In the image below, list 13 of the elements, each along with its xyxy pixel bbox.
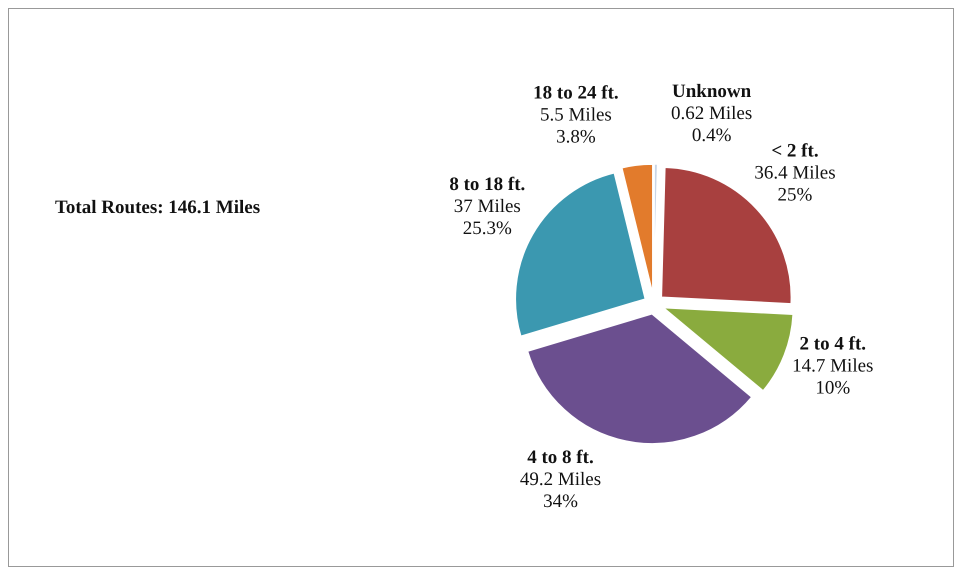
slice-label: 4 to 8 ft. (527, 447, 594, 468)
data-label: 36.4 Miles 25% (754, 162, 836, 206)
data-label: 37 Miles 25.3% (454, 196, 521, 240)
slice-label: 18 to 24 ft. (533, 82, 619, 104)
slice-label: 2 to 4 ft. (800, 333, 866, 354)
data-label: 0.62 Miles 0.4% (670, 103, 752, 146)
data-label: 5.5 Miles 3.8% (540, 104, 612, 148)
slice-label: < 2 ft. (771, 140, 819, 162)
slice-label: 8 to 18 ft. (449, 174, 526, 196)
data-label: 49.2 Miles 34% (520, 469, 602, 512)
slice-label: Unknown (672, 81, 752, 102)
data-label: 14.7 Miles 10% (792, 355, 874, 398)
text: Total Routes: 146.1 Miles (55, 197, 260, 219)
